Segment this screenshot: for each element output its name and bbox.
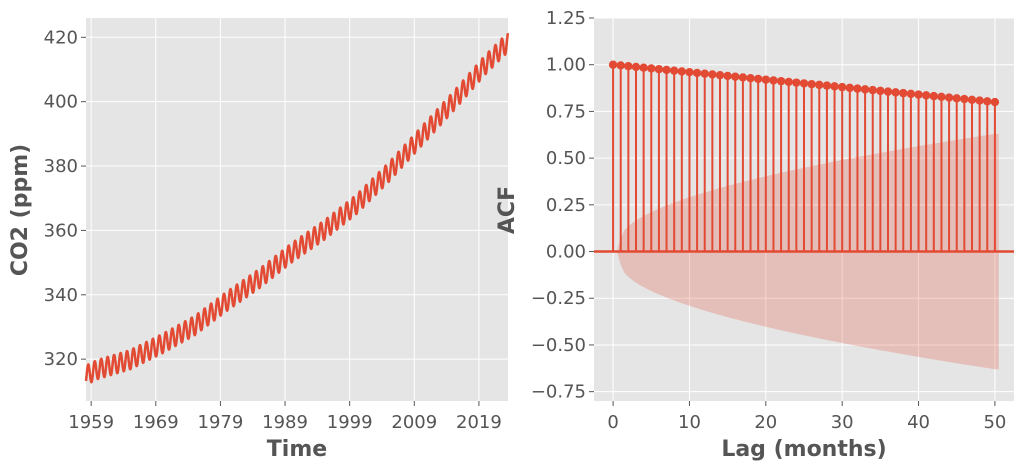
right-x-tick-label: 20 [754, 412, 777, 433]
acf-point [685, 67, 694, 77]
right-y-tick-label: −0.25 [531, 288, 586, 309]
left-plot-background [86, 18, 508, 401]
acf-point [975, 96, 984, 105]
left-y-tick-label: 320 [44, 349, 78, 370]
acf-point [647, 64, 656, 73]
right-y-tick-label: −0.75 [531, 382, 586, 403]
acf-point [891, 88, 900, 97]
acf-markers-layer [608, 60, 1000, 107]
acf-point [761, 75, 771, 84]
acf-point [853, 84, 862, 93]
acf-point [792, 78, 801, 87]
acf-point [967, 95, 977, 105]
acf-point [746, 73, 755, 83]
acf-point [708, 70, 717, 79]
acf-point [677, 67, 687, 76]
right-y-tick-label: 0.00 [546, 242, 586, 263]
acf-point [769, 76, 778, 85]
acf-point [899, 88, 908, 98]
left-series-layer [84, 32, 510, 384]
right-x-tick-label: 50 [983, 412, 1006, 433]
left-x-tick-label: 2009 [391, 412, 437, 433]
acf-point [669, 66, 679, 75]
acf-point [837, 82, 847, 92]
right-x-ticks: 0 10 20 30 40 50 [607, 401, 1006, 433]
acf-point [753, 74, 763, 84]
co2-time-series-panel: 1959 1969 1979 1989 1999 2009 2019 320 340 360 38… [8, 18, 510, 462]
acf-point [738, 73, 748, 82]
left-y-tick-label: 420 [44, 27, 78, 48]
left-x-tick-label: 1999 [327, 412, 373, 433]
acf-point [960, 94, 969, 104]
acf-point [883, 87, 893, 96]
acf-point [914, 90, 923, 99]
acf-point [715, 70, 725, 80]
right-y-tick-label: 1.25 [546, 8, 586, 29]
acf-stems-layer [612, 64, 996, 252]
acf-point [944, 93, 954, 102]
left-x-tick-label: 2019 [456, 412, 502, 433]
right-x-axis-label: Lag (months) [721, 437, 886, 462]
acf-point [639, 63, 648, 72]
acf-point [929, 91, 939, 101]
acf-point [700, 69, 709, 78]
left-x-tick-label: 1989 [262, 412, 308, 433]
acf-point [662, 65, 671, 75]
left-y-axis-label: CO2 (ppm) [8, 144, 33, 276]
acf-point [952, 94, 961, 103]
acf-point [868, 85, 877, 95]
acf-point [937, 92, 946, 102]
acf-point [776, 76, 786, 86]
acf-point [784, 77, 793, 87]
right-y-ticks: −0.75 −0.50 −0.25 0.00 0.25 0.50 0.75 1.00 1.25 [531, 8, 594, 403]
left-y-tick-label: 400 [44, 92, 78, 113]
acf-point [616, 61, 625, 70]
acf-point [830, 82, 839, 91]
left-x-tick-label: 1959 [68, 412, 114, 433]
co2-series-line [84, 32, 510, 384]
left-x-tick-label: 1979 [198, 412, 244, 433]
right-y-tick-label: −0.50 [531, 335, 586, 356]
acf-panel: 0 10 20 30 40 50 −0.75 −0.50 −0.25 0.00 0.25 0.50 0… [495, 8, 1014, 462]
right-y-tick-label: 1.00 [546, 55, 586, 76]
acf-point [608, 60, 618, 69]
right-x-tick-label: 30 [831, 412, 854, 433]
right-y-axis-label: ACF [495, 186, 520, 234]
acf-point [860, 85, 870, 94]
right-x-tick-label: 40 [907, 412, 930, 433]
acf-point [624, 62, 633, 71]
right-y-tick-label: 0.25 [546, 195, 586, 216]
left-x-axis-label: Time [267, 437, 327, 462]
right-y-tick-label: 0.75 [546, 101, 586, 122]
acf-point [906, 89, 916, 99]
right-x-tick-label: 0 [607, 412, 618, 433]
acf-point [731, 72, 740, 81]
left-y-tick-label: 380 [44, 156, 78, 177]
acf-point [654, 64, 664, 74]
acf-point [807, 79, 816, 89]
left-y-tick-label: 360 [44, 220, 78, 241]
acf-point [876, 86, 885, 96]
left-y-tick-label: 340 [44, 285, 78, 306]
acf-point [983, 97, 992, 106]
left-y-ticks: 320 340 360 380 400 420 [44, 27, 86, 370]
left-grid [86, 18, 508, 401]
left-x-tick-label: 1969 [133, 412, 179, 433]
acf-point [845, 83, 855, 93]
acf-point [815, 80, 824, 90]
acf-point [990, 97, 1000, 107]
acf-point [799, 79, 809, 88]
acf-point [723, 71, 732, 81]
acf-point [921, 91, 931, 100]
acf-point [692, 68, 702, 78]
left-x-ticks: 1959 1969 1979 1989 1999 2009 2019 [68, 401, 502, 433]
acf-point [631, 62, 641, 72]
acf-point [822, 81, 832, 90]
right-x-tick-label: 10 [678, 412, 701, 433]
right-y-tick-label: 0.50 [546, 148, 586, 169]
